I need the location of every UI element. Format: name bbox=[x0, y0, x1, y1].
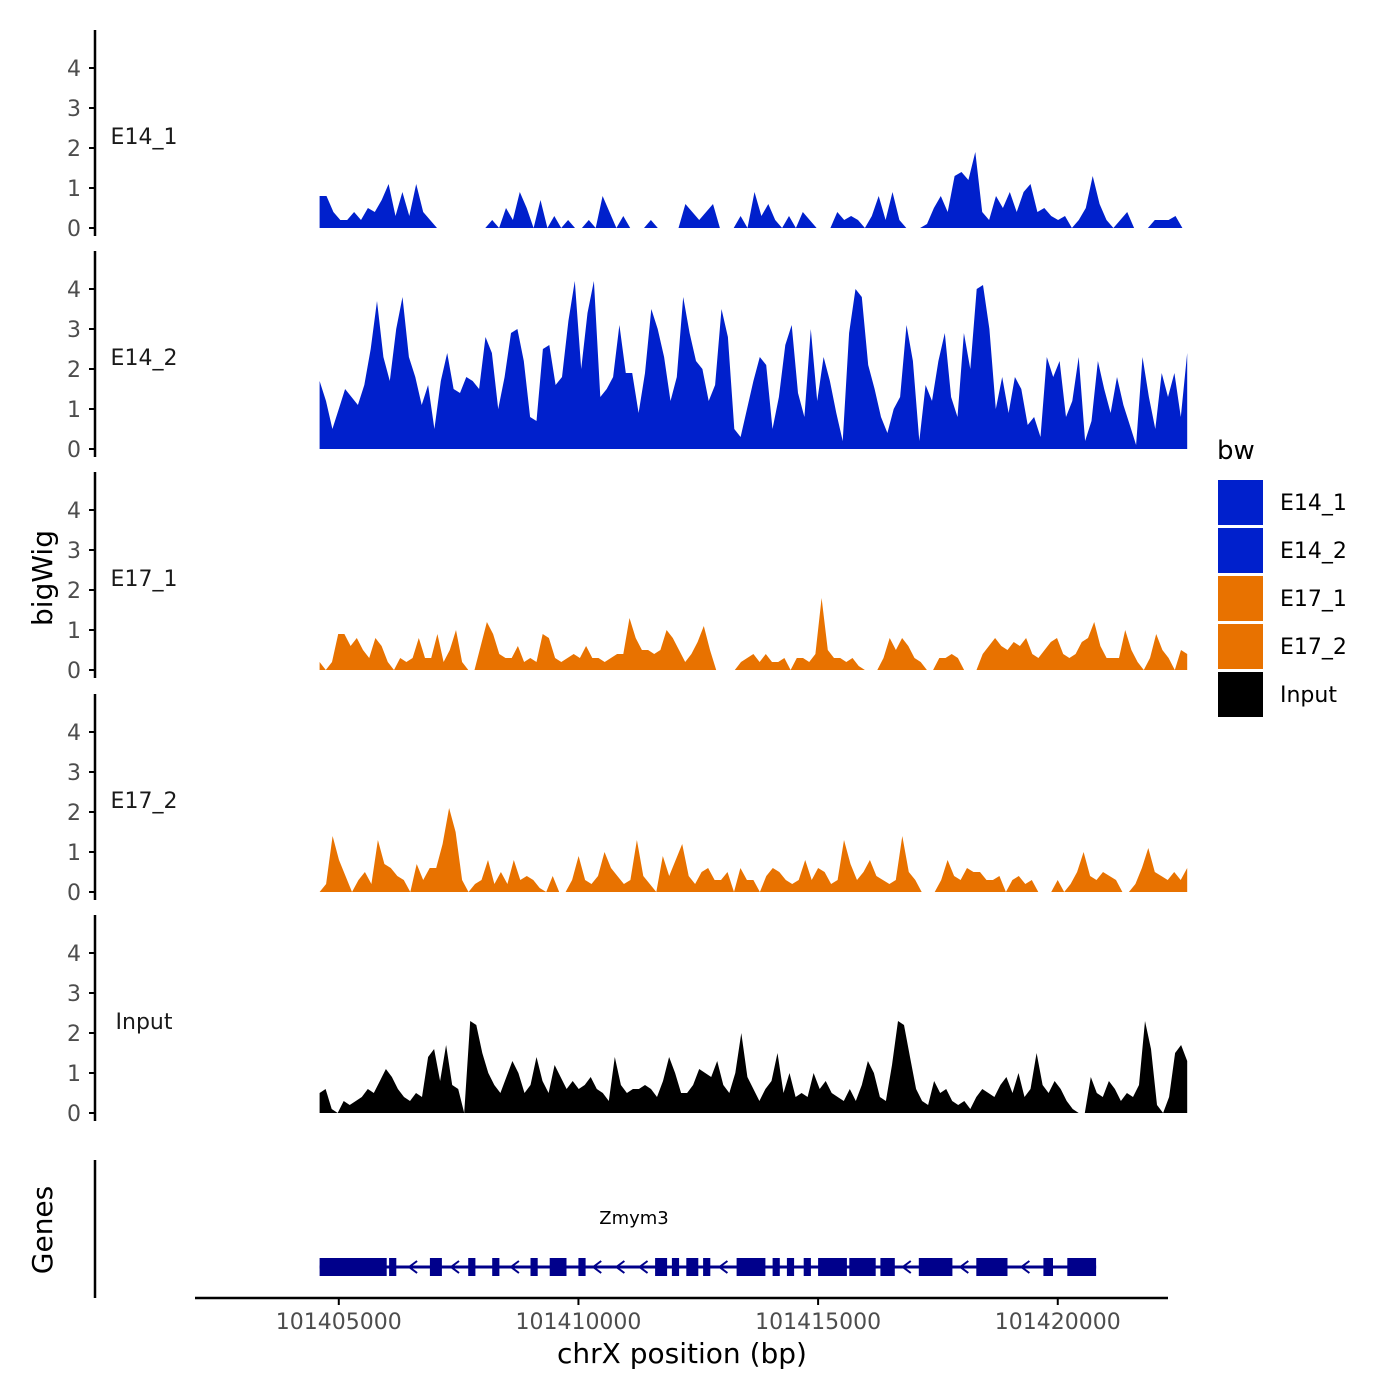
gene-exon bbox=[1043, 1258, 1053, 1276]
gene-exon bbox=[671, 1258, 680, 1276]
area-e17-1 bbox=[319, 598, 1188, 670]
y-tick-label: 4 bbox=[67, 721, 81, 746]
strand-arrow bbox=[1019, 1260, 1031, 1274]
gene-exon bbox=[1067, 1258, 1097, 1276]
gene-exon bbox=[849, 1258, 876, 1276]
track-label: E14_1 bbox=[111, 125, 178, 150]
track-label: E17_1 bbox=[111, 567, 178, 592]
x-tick-label: 101405000 bbox=[276, 1310, 402, 1335]
track-label: E17_2 bbox=[111, 789, 178, 814]
y-tick-label: 0 bbox=[67, 1102, 81, 1127]
gene-exon bbox=[429, 1258, 442, 1276]
gene-exon bbox=[655, 1258, 668, 1276]
y-tick-label: 4 bbox=[67, 499, 81, 524]
legend-swatch-e17-1 bbox=[1218, 576, 1263, 621]
gene-name: Zmym3 bbox=[599, 1208, 669, 1229]
y-tick-label: 2 bbox=[67, 1022, 81, 1047]
gene-exon bbox=[736, 1258, 766, 1276]
legend: bw E14_1 E14_2 E17_1 E17_2 Input bbox=[1217, 436, 1347, 717]
area-e17-2 bbox=[319, 808, 1188, 892]
y-tick-label: 3 bbox=[67, 982, 81, 1007]
gene-exon bbox=[492, 1258, 500, 1276]
strand-arrow bbox=[958, 1260, 969, 1274]
track-label: E14_2 bbox=[111, 346, 178, 371]
gene-exon bbox=[818, 1258, 847, 1276]
y-tick-label: 0 bbox=[67, 659, 81, 684]
y-tick-label: 1 bbox=[67, 841, 81, 866]
strand-arrow bbox=[614, 1260, 625, 1274]
track-input: 0 1 2 3 4 Input bbox=[67, 915, 1188, 1127]
y-axis-title: bigWig bbox=[26, 530, 59, 626]
track-e17-1: 0 1 2 3 4 E17_1 bbox=[67, 472, 1188, 684]
area-e14-2 bbox=[319, 281, 1188, 449]
legend-swatch-input bbox=[1218, 672, 1263, 717]
x-tick-label: 101420000 bbox=[995, 1310, 1121, 1335]
genes-axis-title: Genes bbox=[26, 1186, 59, 1274]
legend-label: E14_1 bbox=[1280, 491, 1347, 516]
y-tick-label: 0 bbox=[67, 881, 81, 906]
strand-arrow bbox=[901, 1260, 912, 1274]
legend-label: E17_2 bbox=[1280, 635, 1347, 660]
y-tick-label: 3 bbox=[67, 761, 81, 786]
legend-label: E17_1 bbox=[1280, 587, 1347, 612]
gene-panel: Zmym3 bbox=[93, 1160, 1097, 1298]
gene-exon bbox=[686, 1258, 699, 1276]
track-e14-1: 0 1 2 3 4 E14_1 bbox=[67, 30, 1183, 242]
bigwig-tracks: 0 1 2 3 4 E14_1 0 1 2 3 4 E14_2 0 1 2 3 4 E17_1 0 1 2 3 4 E17_2… bbox=[67, 30, 1188, 1127]
legend-swatch-e14-1 bbox=[1218, 480, 1263, 525]
x-tick-label: 101410000 bbox=[515, 1310, 641, 1335]
y-tick-label: 0 bbox=[67, 438, 81, 463]
x-axis-title: chrX position (bp) bbox=[557, 1337, 807, 1370]
track-e14-2: 0 1 2 3 4 E14_2 bbox=[67, 251, 1188, 463]
y-tick-label: 1 bbox=[67, 177, 81, 202]
legend-swatch-e14-2 bbox=[1218, 528, 1263, 573]
track-label: Input bbox=[116, 1010, 173, 1035]
y-tick-label: 0 bbox=[67, 217, 81, 242]
gene-exon bbox=[468, 1258, 476, 1276]
area-e14-1 bbox=[319, 152, 1183, 228]
strand-arrow bbox=[591, 1260, 602, 1274]
strand-arrow bbox=[637, 1260, 649, 1274]
gene-exon bbox=[918, 1258, 953, 1276]
x-axis: 101405000 101410000 101415000 101420000 bbox=[195, 1296, 1168, 1335]
gene-exon bbox=[786, 1258, 795, 1276]
legend-label: E14_2 bbox=[1280, 539, 1347, 564]
y-tick-label: 2 bbox=[67, 137, 81, 162]
gene-exon bbox=[319, 1258, 387, 1276]
strand-arrow bbox=[449, 1260, 460, 1274]
gene-exon bbox=[578, 1258, 586, 1276]
strand-arrow bbox=[407, 1260, 418, 1274]
legend-swatch-e17-2 bbox=[1218, 624, 1263, 669]
gene-exon bbox=[772, 1258, 780, 1276]
area-input bbox=[319, 1021, 1188, 1113]
y-tick-label: 2 bbox=[67, 801, 81, 826]
y-tick-label: 4 bbox=[67, 57, 81, 82]
gene-exon bbox=[549, 1258, 567, 1276]
gene-exon bbox=[703, 1258, 711, 1276]
legend-label: Input bbox=[1280, 683, 1337, 708]
y-tick-label: 4 bbox=[67, 942, 81, 967]
y-tick-label: 4 bbox=[67, 278, 81, 303]
strand-arrow bbox=[509, 1260, 520, 1274]
y-tick-label: 1 bbox=[67, 398, 81, 423]
gene-exon bbox=[880, 1258, 895, 1276]
y-tick-label: 1 bbox=[67, 619, 81, 644]
strand-arrow bbox=[717, 1260, 729, 1274]
y-tick-label: 2 bbox=[67, 579, 81, 604]
y-tick-label: 3 bbox=[67, 318, 81, 343]
x-tick-label: 101415000 bbox=[755, 1310, 881, 1335]
y-tick-label: 3 bbox=[67, 539, 81, 564]
gene-exon bbox=[803, 1258, 811, 1276]
y-tick-label: 3 bbox=[67, 97, 81, 122]
y-tick-label: 1 bbox=[67, 1062, 81, 1087]
gene-exon bbox=[530, 1258, 538, 1276]
legend-title: bw bbox=[1217, 436, 1255, 466]
track-e17-2: 0 1 2 3 4 E17_2 bbox=[67, 694, 1188, 906]
gene-exon bbox=[976, 1258, 1008, 1276]
gene-exon bbox=[389, 1258, 397, 1276]
y-tick-label: 2 bbox=[67, 358, 81, 383]
